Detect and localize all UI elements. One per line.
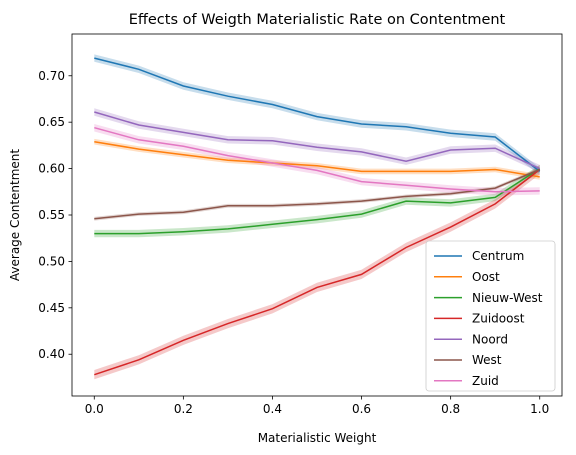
legend-label-centrum: Centrum — [472, 249, 524, 263]
y-axis: 0.40 0.45 0.50 0.55 0.60 0.65 0.70 — [38, 69, 72, 361]
legend-label-noord: Noord — [472, 332, 508, 346]
y-tick-label: 0.40 — [38, 347, 65, 361]
x-tick-label: 0.4 — [263, 402, 282, 416]
x-tick-label: 0.2 — [174, 402, 193, 416]
legend-label-zuidoost: Zuidoost — [472, 312, 525, 326]
y-tick-label: 0.55 — [38, 208, 65, 222]
y-tick-label: 0.45 — [38, 301, 65, 315]
y-tick-label: 0.70 — [38, 69, 65, 83]
legend-label-zuid: Zuid — [472, 374, 499, 388]
y-tick-label: 0.50 — [38, 254, 65, 268]
legend-label-west: West — [472, 353, 502, 367]
legend-label-oost: Oost — [472, 270, 500, 284]
x-tick-label: 0.6 — [352, 402, 371, 416]
y-axis-label: Average Contentment — [8, 149, 22, 281]
band-centrum — [94, 54, 539, 175]
legend: Centrum Oost Nieuw-West Zuidoost Noord West Zu… — [426, 241, 555, 391]
y-tick-label: 0.60 — [38, 162, 65, 176]
x-tick-label: 1.0 — [530, 402, 549, 416]
legend-label-nieuw-west: Nieuw-West — [472, 291, 543, 305]
x-axis: 0.0 0.2 0.4 0.6 0.8 1.0 — [85, 396, 550, 416]
x-tick-label: 0.0 — [85, 402, 104, 416]
chart-title: Effects of Weigth Materialistic Rate on … — [129, 12, 506, 28]
y-tick-label: 0.65 — [38, 115, 65, 129]
band-nieuw-west — [94, 165, 539, 237]
x-tick-label: 0.8 — [441, 402, 460, 416]
x-axis-label: Materialistic Weight — [258, 431, 377, 445]
